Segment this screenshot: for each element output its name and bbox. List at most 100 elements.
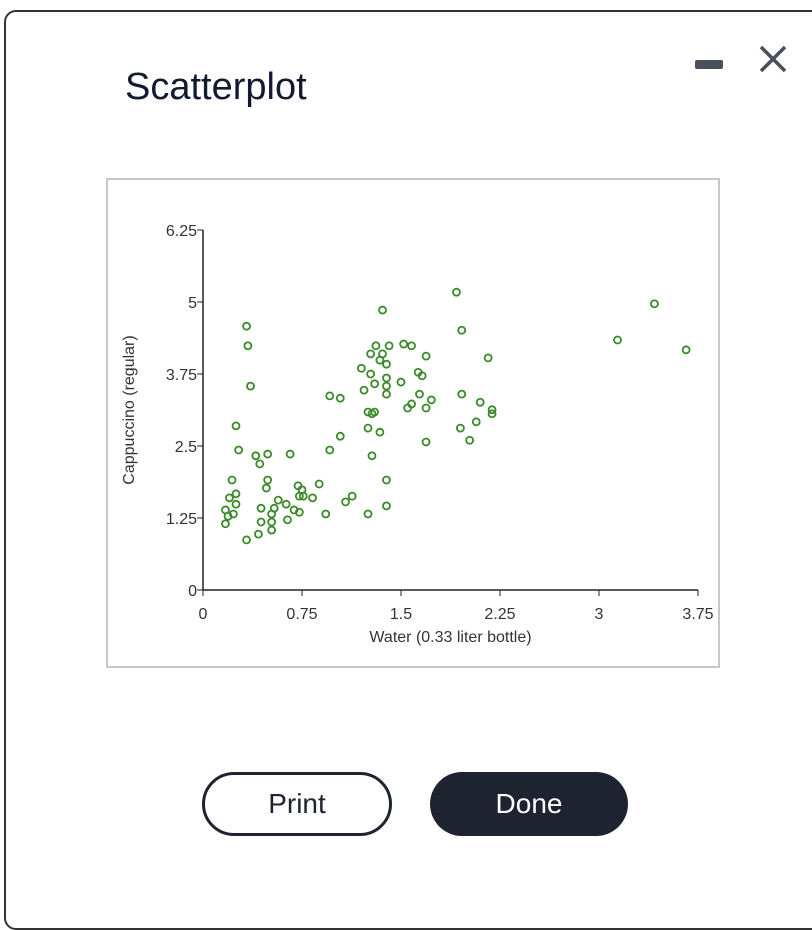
- point: [371, 341, 381, 351]
- point: [314, 479, 324, 489]
- point: [321, 509, 331, 519]
- point: [407, 341, 416, 351]
- point: [384, 341, 394, 351]
- point: [475, 397, 485, 407]
- point: [417, 371, 427, 381]
- point: [375, 427, 385, 437]
- x-tick-label: 3: [595, 606, 604, 623]
- point: [457, 325, 467, 335]
- x-tick-label: 2.25: [484, 606, 515, 623]
- point: [471, 417, 481, 427]
- point: [399, 339, 409, 349]
- point: [223, 511, 233, 521]
- x-tick-label: 0.75: [286, 606, 317, 623]
- point: [378, 349, 387, 359]
- point: [421, 403, 431, 413]
- point: [251, 451, 261, 461]
- point: [335, 431, 345, 441]
- point: [267, 525, 277, 535]
- point: [415, 389, 424, 399]
- point: [367, 451, 377, 461]
- point: [359, 385, 369, 395]
- x-tick-label: 0: [199, 606, 208, 623]
- point: [347, 491, 357, 501]
- point: [221, 519, 230, 529]
- point: [263, 449, 273, 459]
- x-axis-label: Water (0.33 liter bottle): [369, 629, 531, 646]
- close-button[interactable]: [759, 45, 787, 73]
- point: [246, 381, 255, 391]
- point: [231, 499, 241, 509]
- dialog-screen: Scatterplot 0 1.25 2.5 3.75 5 6.25 0 0.75 1.5 2.2…: [4, 10, 812, 930]
- point: [227, 475, 237, 485]
- point: [298, 491, 308, 501]
- point: [267, 517, 277, 527]
- minimize-button[interactable]: [695, 60, 723, 69]
- point: [487, 409, 497, 419]
- point: [224, 493, 234, 503]
- point: [487, 405, 497, 415]
- y-tick-label: 1.25: [166, 511, 197, 528]
- point: [255, 459, 265, 469]
- point: [421, 437, 431, 447]
- point: [261, 483, 271, 493]
- point: [363, 509, 373, 519]
- point: [382, 359, 391, 369]
- point: [465, 435, 475, 445]
- point: [407, 399, 416, 409]
- point: [370, 407, 380, 417]
- point: [363, 423, 373, 433]
- point: [382, 389, 391, 399]
- point: [308, 493, 317, 503]
- point: [382, 381, 391, 391]
- y-tick-label: 5: [188, 295, 197, 312]
- point: [325, 391, 335, 401]
- point: [378, 305, 387, 315]
- point: [613, 335, 622, 345]
- y-tick-label: 3.75: [166, 367, 197, 384]
- point: [366, 369, 376, 379]
- point: [452, 287, 461, 297]
- chart-frame: [106, 178, 720, 668]
- print-button[interactable]: Print: [202, 772, 392, 836]
- point: [455, 423, 465, 433]
- point: [650, 299, 659, 309]
- dialog-title: Scatterplot: [125, 66, 307, 108]
- point: [256, 517, 266, 527]
- point: [231, 489, 241, 499]
- point: [242, 321, 251, 331]
- point: [283, 515, 292, 525]
- y-tick-label: 0: [188, 583, 197, 600]
- y-tick-label: 6.25: [166, 223, 197, 240]
- point: [341, 497, 350, 507]
- point: [335, 393, 345, 403]
- point: [382, 501, 391, 511]
- chart: 0 1.25 2.5 3.75 5 6.25 0 0.75 1.5 2.25 3 3.75 Water …: [121, 223, 714, 646]
- point: [325, 445, 335, 455]
- y-axis-label: Cappuccino (regular): [121, 335, 138, 484]
- point: [243, 341, 253, 351]
- point: [366, 349, 376, 359]
- x-tick-label: 1.5: [390, 606, 412, 623]
- point: [370, 379, 380, 389]
- point: [294, 507, 304, 517]
- y-tick-label: 2.5: [175, 439, 197, 456]
- point: [483, 353, 493, 363]
- point: [242, 535, 251, 545]
- point: [256, 503, 266, 513]
- point: [396, 377, 406, 387]
- point: [382, 373, 391, 383]
- point: [681, 345, 691, 355]
- point: [457, 389, 467, 399]
- point: [426, 395, 436, 405]
- point: [269, 503, 279, 513]
- x-tick-label: 3.75: [682, 606, 713, 623]
- point: [421, 351, 431, 361]
- point: [281, 499, 291, 509]
- point: [234, 445, 244, 455]
- point: [285, 449, 295, 459]
- point: [356, 363, 366, 373]
- point: [231, 421, 241, 431]
- done-button[interactable]: Done: [430, 772, 628, 836]
- point: [263, 475, 273, 485]
